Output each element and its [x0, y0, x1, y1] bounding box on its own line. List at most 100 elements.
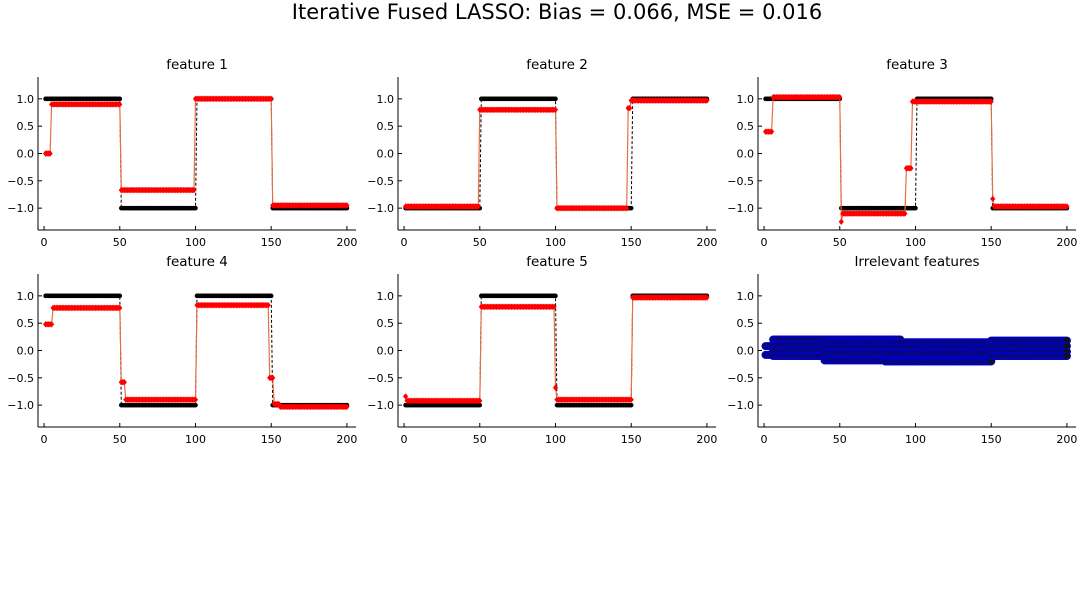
y-tick-label: 0.5: [737, 120, 755, 133]
truth-line: [45, 98, 347, 209]
panels: feature 1 −1.0 −0.5 0.0 0.5 1.0 0 50 100 150 200 fe…: [7, 57, 1077, 446]
y-tick-label: −0.5: [727, 372, 754, 385]
x-tick-label: 200: [336, 433, 357, 446]
series-truth: [43, 96, 350, 211]
truth-point: [553, 96, 558, 102]
x-tick-label: 200: [1056, 236, 1077, 249]
x-tick-label: 150: [621, 236, 642, 249]
x-tick-label: 150: [261, 236, 282, 249]
panel-title: feature 1: [166, 57, 228, 73]
y-tick-label: 1.0: [737, 93, 755, 106]
series-estimate: [762, 94, 1070, 226]
y-tick-label: 0.5: [377, 317, 395, 330]
estimate-line: [405, 99, 707, 209]
panel-title: Irrelevant features: [854, 254, 979, 270]
x-tick-label: 150: [981, 236, 1002, 249]
x-tick-label: 150: [621, 433, 642, 446]
estimate-point: [477, 397, 483, 404]
x-tick-label: 150: [981, 433, 1002, 446]
estimate-point: [49, 321, 55, 328]
data-point: [1062, 351, 1071, 361]
estimate-point: [838, 218, 844, 226]
estimate-point: [908, 165, 914, 172]
x-tick-label: 200: [1056, 433, 1077, 446]
estimate-point: [1064, 203, 1070, 210]
estimate-point: [902, 210, 908, 217]
estimate-point: [990, 195, 996, 203]
estimate-point: [552, 384, 559, 391]
truth-point: [913, 205, 918, 211]
y-tick-label: −1.0: [727, 202, 754, 215]
x-tick-label: 200: [336, 236, 357, 249]
x-tick-label: 50: [833, 433, 847, 446]
series-estimate: [42, 95, 350, 209]
y-tick-label: −1.0: [727, 399, 754, 412]
y-tick-label: −0.5: [7, 175, 34, 188]
y-tick-label: −0.5: [727, 175, 754, 188]
series-truth: [403, 293, 710, 408]
estimate-point: [117, 101, 123, 108]
series-irrelevant: [761, 335, 1071, 366]
truth-line: [765, 98, 1067, 209]
estimate-point: [704, 294, 710, 301]
y-tick-label: 1.0: [377, 93, 395, 106]
estimate-point: [769, 128, 775, 135]
x-tick-label: 0: [761, 433, 768, 446]
y-tick-label: 0.5: [17, 317, 35, 330]
estimate-point: [628, 396, 634, 403]
y-tick-label: 0.5: [377, 120, 395, 133]
x-tick-label: 100: [545, 433, 566, 446]
y-tick-label: −1.0: [367, 202, 394, 215]
truth-point: [193, 205, 198, 211]
x-tick-label: 100: [185, 433, 206, 446]
y-tick-label: −1.0: [367, 399, 394, 412]
estimate-point: [268, 95, 274, 103]
y-tick-label: −1.0: [7, 399, 34, 412]
y-tick-label: 0.0: [377, 148, 395, 161]
series-estimate: [402, 97, 710, 212]
y-tick-label: 0.0: [17, 148, 35, 161]
truth-point: [628, 205, 634, 211]
y-tick-label: 0.5: [737, 317, 755, 330]
truth-point: [553, 293, 558, 299]
truth-point: [628, 402, 634, 408]
y-tick-label: −0.5: [367, 175, 394, 188]
estimate-point: [624, 204, 630, 212]
x-tick-label: 0: [401, 236, 408, 249]
panel-5: feature 5 −1.0 −0.5 0.0 0.5 1.0 0 50 100 150 200: [367, 254, 717, 446]
panel-title: feature 3: [886, 57, 948, 73]
y-tick-label: 0.0: [737, 148, 755, 161]
truth-point: [268, 293, 274, 299]
x-tick-label: 50: [833, 236, 847, 249]
estimate-point: [47, 150, 53, 157]
y-tick-label: 0.0: [17, 345, 35, 358]
x-tick-label: 100: [905, 236, 926, 249]
y-tick-label: −0.5: [7, 372, 34, 385]
x-tick-label: 100: [545, 236, 566, 249]
panel-4: feature 4 −1.0 −0.5 0.0 0.5 1.0 0 50 100 150 200: [7, 254, 357, 446]
x-tick-label: 100: [905, 433, 926, 446]
estimate-point: [192, 396, 199, 403]
estimate-point: [191, 186, 197, 194]
panel-3: feature 3 −1.0 −0.5 0.0 0.5 1.0 0 50 100 150 200: [727, 57, 1077, 249]
estimate-point: [627, 104, 633, 112]
estimate-point: [344, 403, 350, 410]
panel-6: Irrelevant features −1.0 −0.5 0.0 0.5 1.0 0 50 1…: [727, 254, 1077, 446]
y-tick-label: 1.0: [377, 290, 395, 303]
y-tick-label: −1.0: [7, 202, 34, 215]
series-estimate: [402, 294, 710, 404]
estimate-point: [475, 203, 481, 210]
x-tick-label: 0: [41, 433, 48, 446]
figure-title: Iterative Fused LASSO: Bias = 0.066, MSE…: [292, 0, 822, 24]
estimate-point: [117, 304, 123, 312]
truth-point: [117, 96, 123, 102]
estimate-line: [45, 304, 347, 408]
panel-2: feature 2 −1.0 −0.5 0.0 0.5 1.0 0 50 100 150 200: [367, 57, 717, 249]
truth-point: [193, 402, 198, 408]
y-tick-label: 0.0: [377, 345, 395, 358]
x-tick-label: 100: [185, 236, 206, 249]
truth-point: [117, 293, 123, 299]
y-tick-label: 1.0: [17, 93, 35, 106]
estimate-point: [551, 303, 557, 310]
